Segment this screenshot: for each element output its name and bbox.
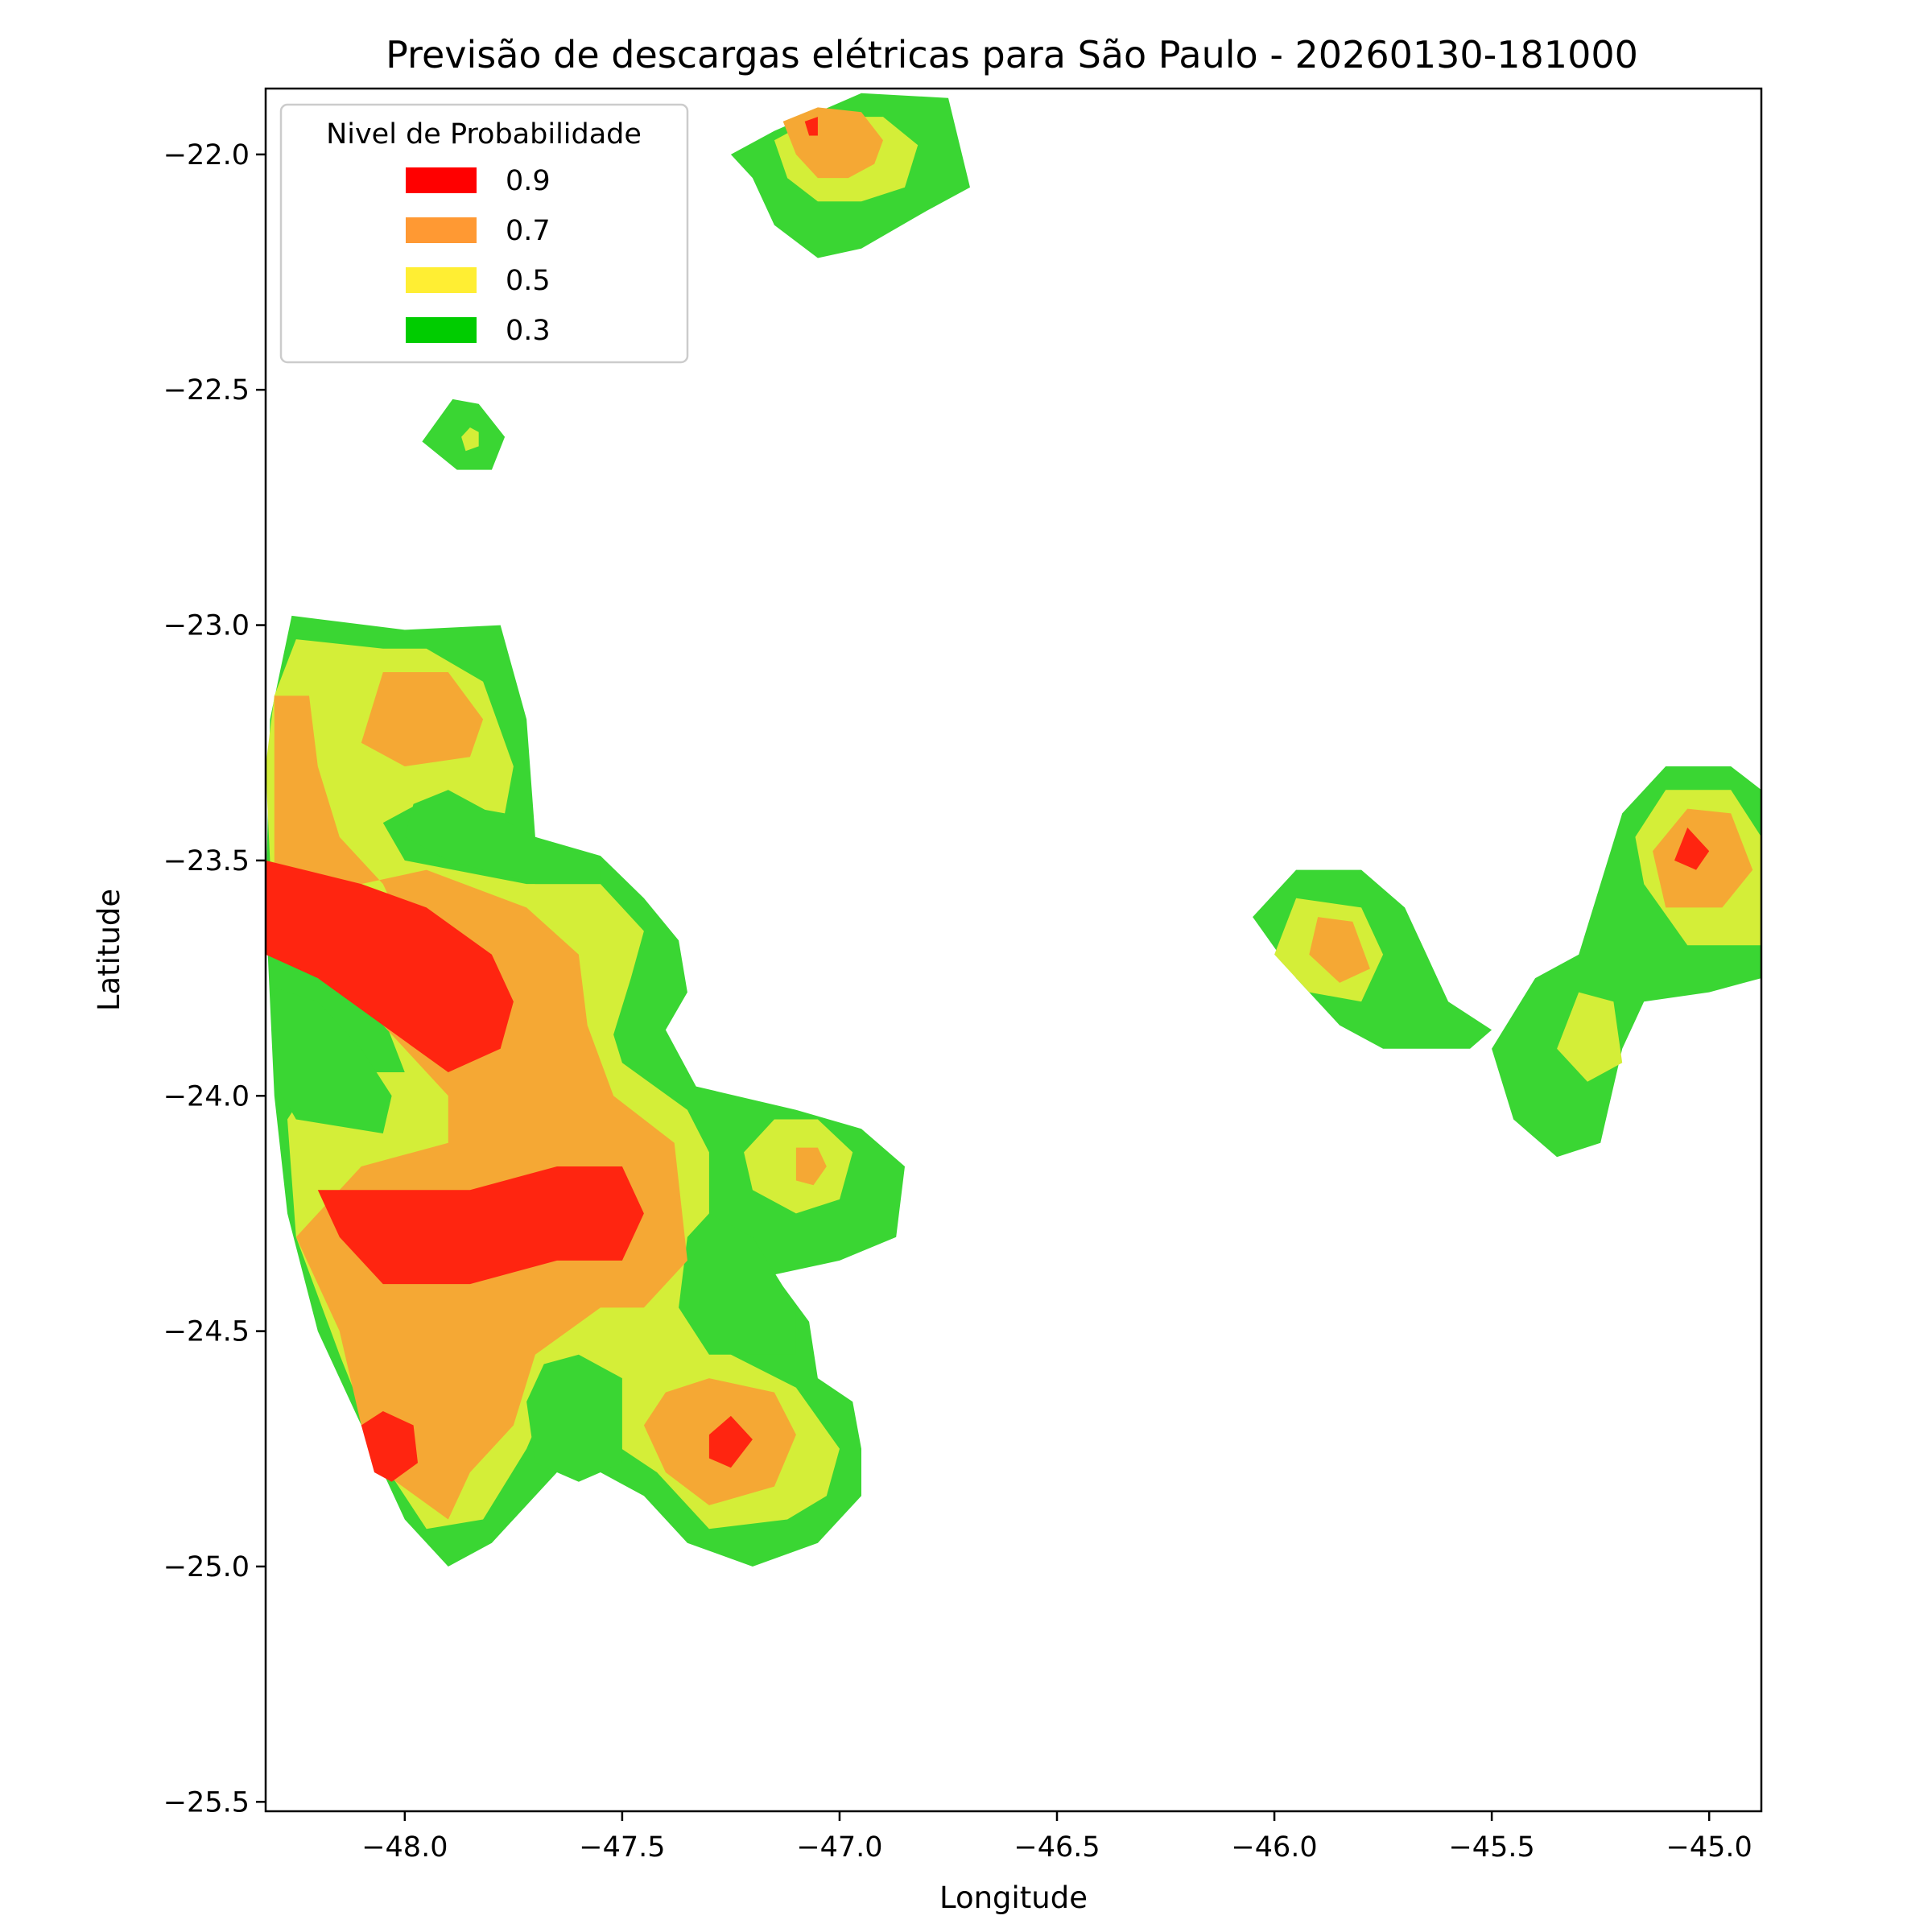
y-tick-label: −22.0: [163, 139, 250, 171]
region-level-0-3: [404, 790, 601, 885]
x-tick-label: −45.5: [1448, 1831, 1534, 1864]
y-tick-label: −23.0: [163, 610, 250, 642]
legend-swatch: [406, 267, 477, 293]
y-axis: −22.0 −22.5 −23.0 −23.5 −24.0 −24.5 −25.0 −25.5: [163, 139, 266, 1818]
region-level-0-7: [274, 696, 687, 1520]
legend-label: 0.5: [506, 265, 551, 297]
region-level-0-7: [1309, 917, 1370, 983]
y-tick-label: −22.5: [163, 374, 250, 407]
region-level-0-5: [461, 427, 479, 452]
region-level-0-9: [1674, 828, 1710, 870]
region-level-0-9: [804, 117, 818, 136]
x-tick-label: −47.0: [796, 1831, 882, 1864]
x-tick-label: −46.5: [1013, 1831, 1100, 1864]
legend-box: [279, 103, 689, 364]
region-level-0-9: [266, 860, 514, 1072]
y-tick-label: −25.5: [163, 1786, 250, 1818]
y-tick-label: −24.5: [163, 1316, 250, 1348]
y-tick-label: −23.5: [163, 845, 250, 877]
legend-label: 0.7: [506, 215, 551, 247]
axes-frame: [264, 87, 1763, 1813]
legend-items: 0.9 0.7 0.5 0.3: [406, 165, 551, 347]
x-axis: −48.0 −47.5 −47.0 −46.5 −46.0 −45.5 −45.0: [361, 1811, 1752, 1864]
region-level-0-9: [317, 1166, 644, 1285]
probability-regions: [266, 93, 1761, 1567]
region-level-0-9: [361, 1411, 418, 1482]
plot-area: [266, 93, 1761, 1567]
legend-title: Nivel de Probabilidade: [326, 118, 642, 151]
legend: Nivel de Probabilidade 0.9 0.7 0.5 0.3: [279, 103, 689, 364]
region-level-0-3: [679, 1213, 796, 1355]
region-level-0-7: [361, 672, 484, 766]
region-level-0-9: [708, 1415, 753, 1468]
region-level-0-5: [1557, 992, 1623, 1082]
y-tick-label: −24.0: [163, 1080, 250, 1113]
y-axis-label: Latitude: [92, 889, 126, 1011]
x-tick-label: −48.0: [361, 1831, 448, 1864]
x-tick-label: −46.0: [1231, 1831, 1317, 1864]
region-level-0-7: [795, 1147, 827, 1186]
chart-title: Previsão de descargas elétricas para São…: [386, 33, 1638, 76]
legend-label: 0.9: [506, 165, 551, 197]
legend-label: 0.3: [506, 315, 551, 347]
x-tick-label: −45.0: [1666, 1831, 1752, 1864]
x-tick-label: −47.5: [579, 1831, 665, 1864]
legend-swatch: [406, 317, 477, 343]
y-tick-label: −25.0: [163, 1551, 250, 1583]
region-level-0-3: [526, 1354, 622, 1482]
region-level-0-3: [274, 987, 392, 1133]
region-level-0-3: [422, 398, 506, 470]
legend-swatch: [406, 167, 477, 193]
legend-swatch: [406, 217, 477, 243]
x-axis-label: Longitude: [939, 1880, 1088, 1915]
